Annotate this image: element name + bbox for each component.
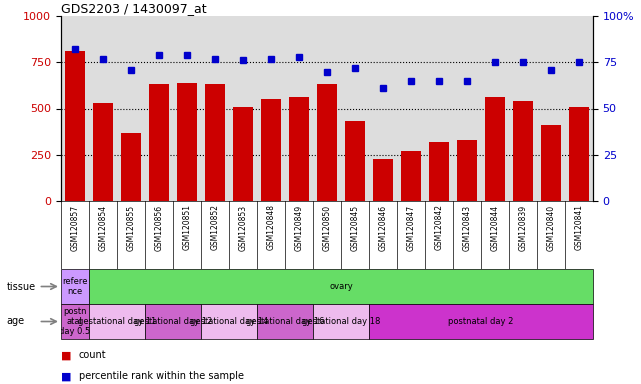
Bar [457,140,477,201]
Bar [289,98,309,201]
Text: GSM120854: GSM120854 [99,204,108,250]
Text: GSM120840: GSM120840 [546,204,555,250]
Text: tissue: tissue [6,281,35,291]
Text: GSM120844: GSM120844 [490,204,499,250]
Text: GSM120841: GSM120841 [574,204,583,250]
Text: percentile rank within the sample: percentile rank within the sample [79,371,244,381]
Text: GSM120857: GSM120857 [71,204,79,250]
Text: GSM120846: GSM120846 [378,204,387,250]
Text: gestational day 18: gestational day 18 [302,317,380,326]
Text: GSM120845: GSM120845 [351,204,360,250]
Text: GSM120843: GSM120843 [462,204,471,250]
Text: gestational day 14: gestational day 14 [190,317,268,326]
Text: GSM120852: GSM120852 [210,204,219,250]
Bar [569,107,588,201]
Bar [313,304,369,339]
Text: GSM120839: GSM120839 [519,204,528,250]
Bar [369,304,593,339]
Bar [317,84,337,201]
Bar [429,142,449,201]
Bar [233,107,253,201]
Text: GSM120849: GSM120849 [294,204,303,250]
Bar [61,304,89,339]
Text: ■: ■ [61,371,71,381]
Bar [65,51,85,201]
Text: GSM120847: GSM120847 [406,204,415,250]
Text: GSM120853: GSM120853 [238,204,247,250]
Text: ovary: ovary [329,282,353,291]
Text: GSM120850: GSM120850 [322,204,331,250]
Bar [541,125,561,201]
Bar [145,304,201,339]
Text: gestational day 11: gestational day 11 [78,317,156,326]
Text: GSM120855: GSM120855 [126,204,135,250]
Bar [513,101,533,201]
Text: postnatal day 2: postnatal day 2 [448,317,513,326]
Text: refere
nce: refere nce [62,277,88,296]
Text: count: count [79,350,106,360]
Bar [373,159,393,201]
Text: GSM120851: GSM120851 [183,204,192,250]
Bar [61,269,89,304]
Bar [485,98,504,201]
Bar [261,99,281,201]
Bar [401,151,420,201]
Bar [121,132,141,201]
Text: GSM120842: GSM120842 [435,204,444,250]
Bar [257,304,313,339]
Bar [149,84,169,201]
Bar [89,304,145,339]
Text: ■: ■ [61,350,71,360]
Text: age: age [6,316,24,326]
Text: gestational day 16: gestational day 16 [246,317,324,326]
Text: GSM120856: GSM120856 [154,204,163,250]
Bar [177,83,197,201]
Bar [205,84,225,201]
Bar [345,121,365,201]
Bar [201,304,257,339]
Text: gestational day 12: gestational day 12 [134,317,212,326]
Text: GDS2203 / 1430097_at: GDS2203 / 1430097_at [61,2,206,15]
Text: GSM120848: GSM120848 [267,204,276,250]
Bar [93,103,113,201]
Text: postn
atal
day 0.5: postn atal day 0.5 [59,306,90,336]
